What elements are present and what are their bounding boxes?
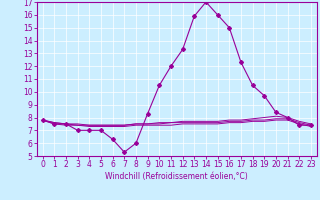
X-axis label: Windchill (Refroidissement éolien,°C): Windchill (Refroidissement éolien,°C) [105,172,248,181]
